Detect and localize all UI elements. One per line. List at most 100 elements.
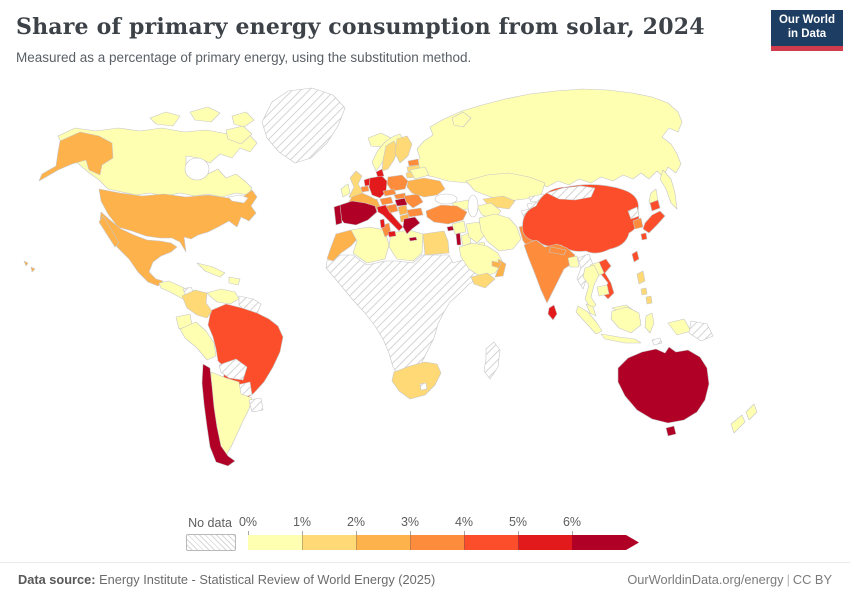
country-turkey[interactable] bbox=[425, 204, 468, 225]
country-japan-honshu[interactable] bbox=[642, 210, 666, 234]
country-romania[interactable] bbox=[403, 193, 424, 209]
country-russia-novaya-zemlya[interactable] bbox=[451, 111, 472, 128]
country-new-zealand-south[interactable] bbox=[730, 414, 746, 434]
country-australia-tasmania[interactable] bbox=[665, 425, 677, 437]
country-canada-baffin[interactable] bbox=[225, 125, 253, 145]
country-israel[interactable] bbox=[455, 232, 462, 246]
country-croatia[interactable] bbox=[385, 203, 399, 214]
country-indonesia-java[interactable] bbox=[600, 333, 642, 344]
country-indonesia-kalimantan[interactable] bbox=[610, 306, 642, 334]
country-cambodia[interactable] bbox=[596, 284, 610, 297]
country-estonia[interactable] bbox=[407, 158, 420, 167]
country-mexico-baja[interactable] bbox=[98, 215, 120, 248]
country-japan-hokkaido[interactable] bbox=[649, 199, 661, 212]
country-venezuela[interactable] bbox=[206, 288, 240, 305]
country-uae[interactable] bbox=[491, 260, 502, 269]
country-south-africa[interactable] bbox=[391, 361, 442, 400]
owid-energy-link[interactable]: OurWorldinData.org/energy bbox=[627, 572, 784, 587]
legend-tick-4: 4% bbox=[454, 515, 474, 529]
country-finland[interactable] bbox=[394, 135, 413, 164]
country-jordan[interactable] bbox=[460, 232, 472, 247]
country-canada-arctic-3[interactable] bbox=[231, 111, 255, 128]
country-nepal[interactable] bbox=[548, 246, 567, 256]
legend-bin-5-6[interactable] bbox=[518, 535, 573, 550]
country-russia-kamchatka[interactable] bbox=[659, 169, 678, 210]
country-indonesia-papua[interactable] bbox=[667, 318, 692, 336]
country-north-korea[interactable] bbox=[627, 206, 640, 220]
country-mexico[interactable] bbox=[99, 211, 178, 287]
legend-bin-4-5[interactable] bbox=[464, 535, 519, 550]
country-colombia[interactable] bbox=[181, 289, 213, 319]
country-lesotho[interactable] bbox=[419, 382, 428, 391]
country-philippines-2[interactable] bbox=[640, 287, 648, 296]
country-uruguay[interactable] bbox=[248, 397, 264, 413]
country-greece[interactable] bbox=[402, 216, 421, 235]
country-south-korea[interactable] bbox=[632, 217, 644, 230]
region-sub-saharan-africa[interactable] bbox=[325, 254, 491, 380]
country-india[interactable] bbox=[523, 239, 576, 304]
great-lakes bbox=[227, 194, 249, 204]
country-timor-leste[interactable] bbox=[651, 337, 663, 346]
country-bolivia[interactable] bbox=[218, 358, 248, 381]
country-germany[interactable] bbox=[368, 175, 388, 199]
country-belgium[interactable] bbox=[360, 185, 370, 193]
country-chile[interactable] bbox=[201, 363, 236, 467]
country-italy-sardinia[interactable] bbox=[379, 218, 386, 229]
country-canada-arctic-2[interactable] bbox=[189, 106, 221, 123]
legend-bin-6-plus[interactable] bbox=[572, 535, 639, 550]
legend-bin-1-2[interactable] bbox=[302, 535, 357, 550]
country-philippines-luzon[interactable] bbox=[636, 270, 646, 285]
country-malaysia[interactable] bbox=[585, 303, 597, 317]
country-usa-hawaii-2[interactable] bbox=[30, 266, 36, 273]
country-belarus[interactable] bbox=[409, 166, 430, 180]
legend-bin-2-3[interactable] bbox=[356, 535, 411, 550]
country-czechia[interactable] bbox=[382, 188, 397, 197]
country-bulgaria[interactable] bbox=[406, 207, 424, 218]
country-peru[interactable] bbox=[179, 321, 217, 361]
country-iran[interactable] bbox=[478, 213, 522, 252]
country-papua-new-guinea[interactable] bbox=[688, 320, 714, 342]
no-data-label: No data bbox=[188, 516, 232, 530]
country-ukraine[interactable] bbox=[406, 177, 446, 198]
country-cuba[interactable] bbox=[196, 262, 226, 278]
country-thailand[interactable] bbox=[582, 264, 600, 310]
owid-logo[interactable]: Our World in Data bbox=[771, 10, 843, 51]
country-portugal[interactable] bbox=[333, 204, 343, 226]
country-spain[interactable] bbox=[337, 200, 378, 226]
country-austria[interactable] bbox=[379, 196, 394, 206]
country-taiwan[interactable] bbox=[631, 250, 640, 263]
country-philippines-3[interactable] bbox=[645, 295, 653, 305]
country-yemen[interactable] bbox=[470, 272, 496, 289]
country-usa-alaska[interactable] bbox=[38, 131, 114, 182]
legend-bin-0-1[interactable] bbox=[248, 535, 302, 550]
country-syria[interactable] bbox=[451, 220, 467, 235]
country-hungary[interactable] bbox=[394, 197, 408, 207]
country-serbia[interactable] bbox=[397, 204, 409, 216]
country-new-zealand-north[interactable] bbox=[745, 403, 758, 421]
country-madagascar[interactable] bbox=[483, 341, 501, 380]
country-japan-kyushu[interactable] bbox=[640, 232, 648, 241]
country-sri-lanka[interactable] bbox=[547, 304, 558, 321]
country-usa-hawaii-1[interactable] bbox=[23, 260, 29, 267]
legend-bin-3-4[interactable] bbox=[410, 535, 465, 550]
country-egypt[interactable] bbox=[422, 230, 450, 256]
country-algeria[interactable] bbox=[350, 226, 390, 264]
country-greece-crete[interactable] bbox=[408, 236, 418, 242]
country-russia[interactable] bbox=[411, 88, 683, 188]
country-mongolia[interactable] bbox=[546, 185, 596, 201]
country-ireland[interactable] bbox=[340, 183, 351, 198]
cc-by-link[interactable]: CC BY bbox=[792, 572, 832, 587]
country-usa[interactable] bbox=[98, 188, 258, 253]
country-sweden[interactable] bbox=[381, 140, 399, 172]
country-italy-sicily[interactable] bbox=[387, 230, 397, 238]
country-australia[interactable] bbox=[617, 346, 710, 424]
country-indonesia-sumatra[interactable] bbox=[575, 305, 603, 335]
no-data-swatch[interactable] bbox=[186, 534, 236, 551]
country-indonesia-sulawesi[interactable] bbox=[644, 312, 655, 334]
country-poland[interactable] bbox=[386, 174, 409, 192]
country-greenland[interactable] bbox=[261, 87, 346, 164]
country-hispaniola[interactable] bbox=[228, 276, 241, 286]
country-canada-arctic-1[interactable] bbox=[149, 111, 181, 127]
country-bangladesh[interactable] bbox=[567, 255, 580, 268]
